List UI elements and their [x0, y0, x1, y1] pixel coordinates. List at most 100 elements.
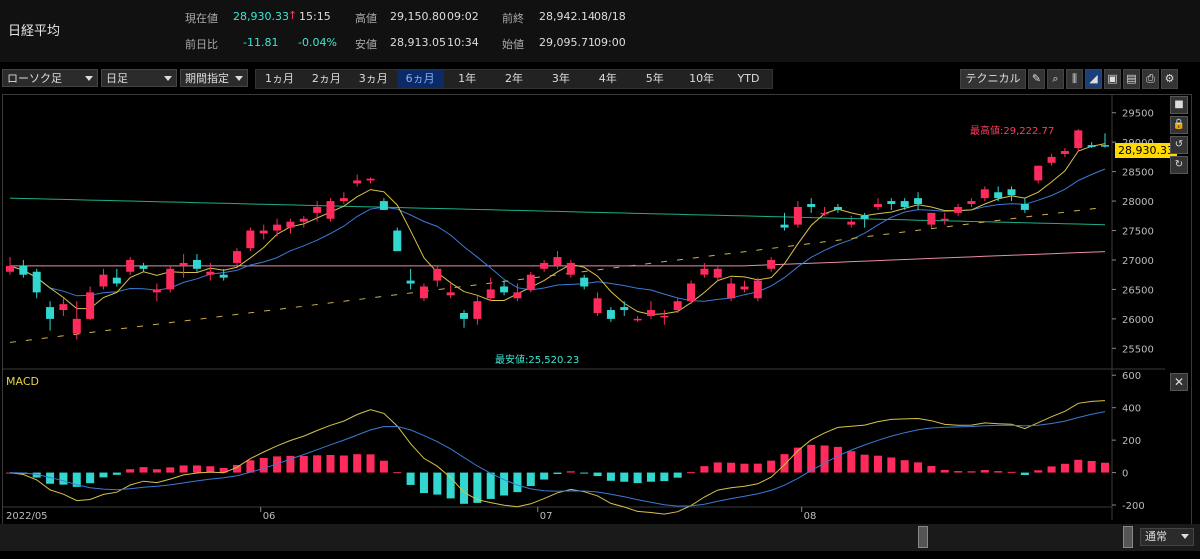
period-tab[interactable]: 1年 [458, 72, 477, 85]
undo-icon[interactable]: ↺ [1170, 136, 1188, 154]
candle-body [233, 251, 242, 263]
period-tab[interactable]: YTD [737, 72, 760, 85]
price-tick-label: 27000 [1122, 256, 1154, 267]
candle-body [526, 274, 535, 290]
macd-bar [192, 465, 201, 473]
candle-body [393, 230, 402, 252]
period-tab[interactable]: 2年 [504, 72, 523, 85]
technical-button[interactable]: テクニカル [960, 69, 1026, 89]
candle-body [807, 204, 816, 207]
chart-type-value: ローソク足 [7, 72, 62, 85]
print-icon[interactable]: ⎙ [1142, 69, 1159, 89]
macd-bar [273, 456, 282, 473]
macd-bar [927, 466, 936, 473]
lock-icon[interactable]: ■ [1170, 96, 1188, 114]
candle-body [606, 310, 615, 319]
redo-icon[interactable]: ↻ [1170, 156, 1188, 174]
index-title: 日経平均 [8, 24, 61, 39]
macd-line [9, 400, 1106, 515]
date-tick-label: 06 [263, 511, 276, 522]
candle-body [433, 268, 442, 281]
macd-bar [366, 454, 375, 473]
save-icon[interactable]: ▣ [1104, 69, 1121, 89]
period-tab[interactable]: 4年 [598, 72, 617, 85]
candle-body [660, 315, 669, 318]
candle-body [500, 286, 509, 293]
candle-body [353, 180, 362, 184]
macd-bar [847, 451, 856, 473]
macd-bar [914, 462, 923, 473]
price-tick-label: 28000 [1122, 197, 1154, 208]
candle-body [687, 283, 696, 302]
macd-bar [566, 471, 575, 473]
grid-lines [2, 95, 1165, 520]
period-tab[interactable]: 2ヵ月 [311, 72, 341, 85]
period-tab[interactable]: 10年 [689, 72, 715, 85]
candle-body [1020, 204, 1029, 210]
interval-select[interactable]: 日足 [101, 69, 177, 87]
macd-bar [767, 460, 776, 473]
high-annotation: 最高値:29,222.77 [970, 126, 1055, 137]
candle-body [406, 280, 415, 284]
macd-bar [179, 465, 188, 473]
date-tick-label: 08 [804, 511, 817, 522]
macd-bar [166, 467, 175, 473]
zoom-icon[interactable]: ⌕ [1047, 69, 1064, 89]
candle-body [646, 310, 655, 316]
period-tab[interactable]: 3年 [551, 72, 570, 85]
close-icon[interactable]: ✕ [1170, 373, 1188, 391]
macd-bar [1074, 459, 1083, 473]
candle-body [326, 201, 335, 219]
range-select[interactable]: 期間指定 [180, 69, 248, 87]
lock-icon[interactable]: 🔒 [1170, 116, 1188, 134]
macd-bar [313, 455, 322, 473]
price-tick-label: 26000 [1122, 315, 1154, 326]
candle-body [286, 221, 295, 228]
candle-body [513, 292, 522, 299]
chart-scrollbar[interactable] [0, 524, 1200, 551]
candle-body [246, 230, 255, 249]
candle-body [273, 224, 282, 231]
candle-body [1100, 145, 1110, 147]
macd-tick-label: 600 [1122, 371, 1141, 382]
current-price-tag: 28,930.33 [1115, 143, 1177, 158]
scroll-handle-left[interactable] [918, 526, 928, 548]
candle-body [713, 268, 722, 278]
period-tab[interactable]: 3ヵ月 [358, 72, 388, 85]
macd-bar [740, 463, 749, 473]
candle-body [887, 201, 896, 205]
macd-bar [112, 472, 121, 475]
macd-bar [486, 472, 495, 499]
candle-body [620, 307, 629, 311]
zoom-select[interactable]: 通常 [1140, 528, 1194, 546]
candle-body [86, 292, 95, 319]
candle-body [1087, 145, 1096, 147]
area-chart-icon[interactable]: ◢ [1085, 69, 1102, 89]
candle-body [259, 230, 268, 234]
moving-average-lines [9, 143, 1106, 343]
macd-bar [1047, 466, 1056, 473]
macd-bar [59, 472, 68, 485]
document-icon[interactable]: ▤ [1123, 69, 1140, 89]
period-tab[interactable]: 6ヵ月 [396, 70, 444, 88]
chart-type-select[interactable]: ローソク足 [2, 69, 98, 87]
candle-body [446, 292, 455, 296]
date-tick-label: 07 [540, 511, 553, 522]
period-tab[interactable]: 1ヵ月 [264, 72, 294, 85]
macd-bar [980, 470, 989, 473]
candle-body [820, 212, 829, 215]
candle-body [540, 262, 549, 269]
macd-bar [86, 472, 95, 484]
scroll-handle-right[interactable] [1123, 526, 1133, 548]
macd-bar [700, 466, 709, 473]
macd-tick-label: -200 [1122, 501, 1145, 512]
candle-body [740, 286, 749, 290]
candle-body [460, 312, 469, 319]
macd-label: MACD [6, 375, 39, 388]
period-tab[interactable]: 5年 [645, 72, 664, 85]
candlestick-icon[interactable]: ⫼ [1066, 69, 1083, 89]
open-value: 29,095.71 [539, 36, 595, 49]
candle-body [914, 198, 923, 205]
pencil-icon[interactable]: ✎ [1028, 69, 1045, 89]
settings-icon[interactable]: ⚙ [1161, 69, 1178, 89]
